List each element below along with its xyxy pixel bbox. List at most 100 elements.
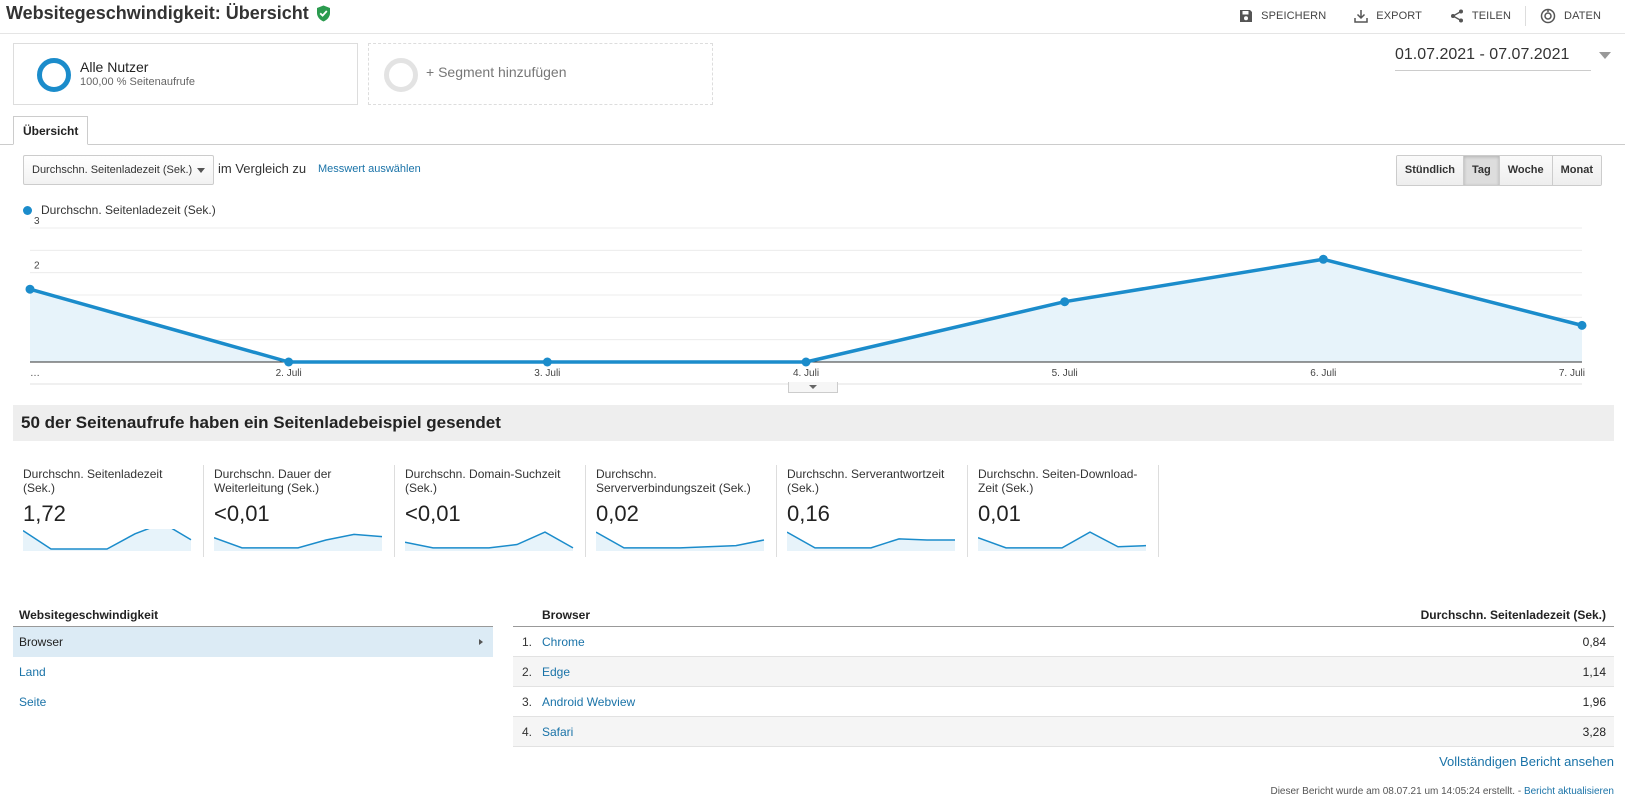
date-range-picker[interactable]: 01.07.2021 - 07.07.2021: [1395, 46, 1611, 71]
sparkline: [596, 531, 765, 551]
share-label: TEILEN: [1471, 10, 1512, 22]
metric-card-label: Durchschn. Serververbindungszeit (Sek.): [596, 467, 751, 495]
x-tick-label: 2. Juli: [276, 368, 302, 379]
time-granularity-toggle: Stündlich Tag Woche Monat: [1395, 155, 1602, 186]
choose-metric-link[interactable]: Messwert auswählen: [318, 163, 421, 175]
metric-card[interactable]: Durchschn. Serververbindungszeit (Sek.) …: [586, 465, 777, 557]
granularity-week-button[interactable]: Woche: [1498, 156, 1552, 185]
page-title: Websitegeschwindigkeit: Übersicht: [6, 3, 331, 24]
metric-card-label: Durchschn. Serverantwortzeit (Sek.): [787, 467, 945, 495]
x-tick-label: 4. Juli: [793, 368, 819, 379]
full-report-link[interactable]: Vollständigen Bericht ansehen: [1439, 754, 1614, 769]
sparkline-line: [214, 533, 383, 549]
x-tick-label: 3. Juli: [534, 368, 560, 379]
tab-overview[interactable]: Übersicht: [13, 116, 89, 145]
sparkline: [787, 531, 955, 551]
sparkline-line: [978, 531, 1147, 549]
metric-card-label: Durchschn. Domain-Suchzeit (Sek.): [405, 467, 561, 495]
metric-card-value: 0,16: [787, 501, 830, 526]
metric-card-label: Durchschn. Dauer der Weiterleitung (Sek.…: [214, 467, 332, 495]
data-insights-icon: [1540, 8, 1556, 24]
browser-table: Browser Durchschn. Seitenladezeit (Sek.)…: [513, 604, 1614, 747]
chart-collapse-handle[interactable]: [788, 382, 838, 393]
metric-card[interactable]: Durchschn. Seiten-Download-Zeit (Sek.) 0…: [968, 465, 1159, 557]
metric-card[interactable]: Durchschn. Seitenladezeit (Sek.) 1,72: [13, 465, 204, 557]
sparkline-area: [978, 532, 1146, 551]
sparkline-line: [596, 531, 765, 549]
sparkline-line: [787, 531, 955, 549]
segment-share: 100,00 % Seitenaufrufe: [80, 76, 195, 88]
chevron-right-icon: [479, 639, 483, 645]
data-button[interactable]: DATEN: [1526, 8, 1615, 24]
dimension-list-header: Websitegeschwindigkeit: [13, 604, 493, 627]
chevron-down-icon: [197, 168, 205, 173]
x-tick-label: 6. Juli: [1310, 368, 1336, 379]
series-area: [30, 259, 1582, 362]
row-value: 1,96: [1582, 695, 1606, 709]
metric-card[interactable]: Durchschn. Serverantwortzeit (Sek.) 0,16: [777, 465, 968, 557]
metric-cards: Durchschn. Seitenladezeit (Sek.) 1,72 Du…: [13, 465, 1159, 557]
metric-dropdown[interactable]: Durchschn. Seitenladezeit (Sek.): [23, 155, 214, 185]
export-button[interactable]: EXPORT: [1340, 9, 1436, 23]
refresh-report-link[interactable]: Bericht aktualisieren: [1523, 786, 1614, 797]
dimension-item-page[interactable]: Seite: [13, 687, 493, 717]
sparkline: [214, 533, 383, 551]
data-point: [284, 357, 294, 367]
verified-shield-icon: [316, 5, 330, 22]
metric-card-value: <0,01: [405, 501, 461, 526]
empty-segment-ring: [384, 58, 418, 92]
metric-dropdown-value: Durchschn. Seitenladezeit (Sek.): [32, 164, 193, 176]
metric-card[interactable]: Durchschn. Domain-Suchzeit (Sek.) <0,01: [395, 465, 586, 557]
segment-name: Alle Nutzer: [80, 59, 149, 75]
metric-card-label: Durchschn. Seiten-Download-Zeit (Sek.): [978, 467, 1138, 495]
report-toolbar: SPEICHERN EXPORT TEILEN: [1225, 4, 1615, 28]
sparkline: [405, 531, 574, 551]
metric-card[interactable]: Durchschn. Dauer der Weiterleitung (Sek.…: [204, 465, 395, 557]
row-browser-link[interactable]: Edge: [542, 665, 571, 679]
segment-all-users[interactable]: Alle Nutzer 100,00 % Seitenaufrufe: [13, 43, 358, 105]
dimension-item-browser[interactable]: Browser: [13, 627, 493, 657]
summary-headline: 50 der Seitenaufrufe haben ein Seitenlad…: [13, 405, 1614, 441]
dimension-item-label[interactable]: Land: [19, 665, 46, 679]
add-segment-button[interactable]: + Segment hinzufügen: [368, 43, 713, 105]
y-tick-label: 3: [34, 216, 40, 227]
row-value: 3,28: [1582, 725, 1606, 739]
row-browser-link[interactable]: Chrome: [542, 635, 585, 649]
table-body: 1. Chrome 0,84 2. Edge 1,14 3. Android W…: [513, 627, 1614, 747]
row-value: 1,14: [1582, 665, 1606, 679]
dimension-item-label[interactable]: Seite: [19, 695, 47, 709]
save-button[interactable]: SPEICHERN: [1225, 9, 1340, 23]
table-row: 4. Safari 3,28: [513, 717, 1614, 747]
row-browser-link[interactable]: Safari: [542, 725, 574, 739]
row-index: 2.: [522, 665, 533, 679]
sparkline-area: [214, 534, 382, 551]
dimension-item-country[interactable]: Land: [13, 657, 493, 687]
table-row: 1. Chrome 0,84: [513, 627, 1614, 657]
top-bar: Websitegeschwindigkeit: Übersicht SPEICH…: [0, 0, 1625, 34]
data-point: [542, 357, 552, 367]
share-button[interactable]: TEILEN: [1436, 9, 1525, 23]
data-point: [25, 284, 35, 294]
row-index: 4.: [522, 725, 533, 739]
row-index: 3.: [522, 695, 533, 709]
column-header-browser: Browser: [542, 608, 591, 622]
download-icon: [1354, 10, 1369, 23]
legend-color-dot: [23, 205, 32, 215]
table-row: 2. Edge 1,14: [513, 657, 1614, 687]
x-tick-label: …: [30, 368, 40, 379]
chart-legend: Durchschn. Seitenladezeit (Sek.): [23, 203, 216, 217]
table-row: 3. Android Webview 1,96: [513, 687, 1614, 717]
granularity-hourly-button[interactable]: Stündlich: [1396, 156, 1463, 185]
x-tick-label: 5. Juli: [1052, 368, 1078, 379]
save-label: SPEICHERN: [1261, 10, 1327, 22]
granularity-day-button[interactable]: Tag: [1463, 156, 1499, 185]
granularity-month-button[interactable]: Monat: [1551, 156, 1601, 185]
metric-card-value: 0,01: [978, 501, 1021, 526]
sparkline-area: [405, 532, 573, 551]
x-tick-label: 7. Juli: [1559, 368, 1585, 379]
column-header-load-time: Durchschn. Seitenladezeit (Sek.): [1420, 608, 1606, 622]
metric-card-value: 0,02: [596, 501, 639, 526]
report-created-text: Dieser Bericht wurde am 08.07.21 um 14:0…: [1270, 786, 1524, 797]
row-browser-link[interactable]: Android Webview: [542, 695, 636, 709]
